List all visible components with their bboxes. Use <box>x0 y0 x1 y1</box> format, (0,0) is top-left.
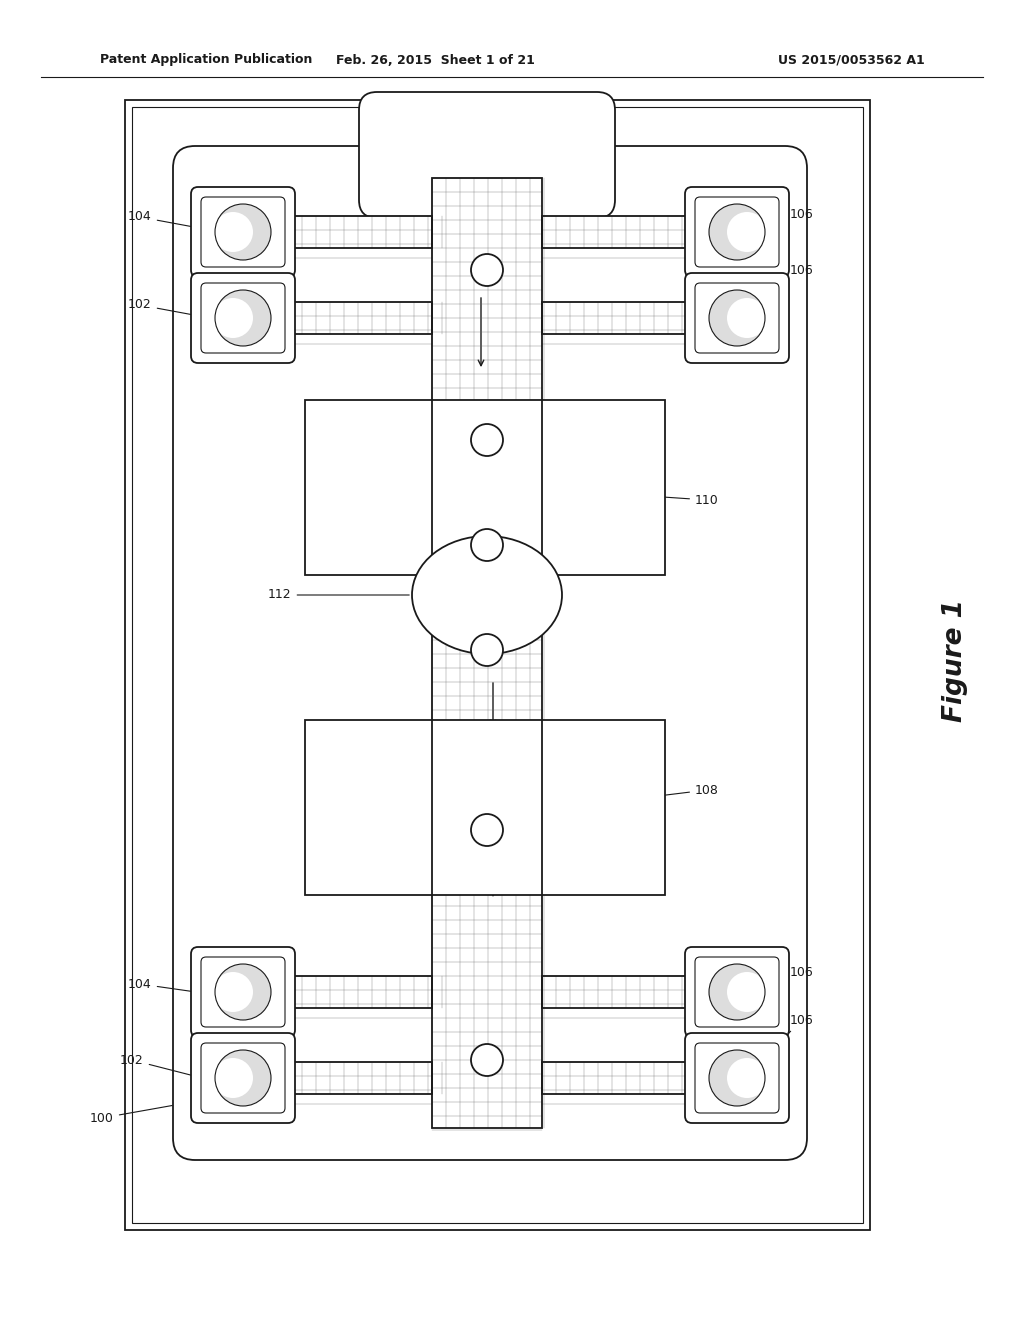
Text: Patent Application Publication: Patent Application Publication <box>100 54 312 66</box>
FancyBboxPatch shape <box>201 1043 285 1113</box>
Ellipse shape <box>727 1059 767 1098</box>
Ellipse shape <box>213 972 253 1012</box>
Ellipse shape <box>412 536 562 653</box>
FancyBboxPatch shape <box>359 92 615 218</box>
Ellipse shape <box>213 298 253 338</box>
Text: US 2015/0053562 A1: US 2015/0053562 A1 <box>778 54 925 66</box>
Bar <box>542 216 692 248</box>
Ellipse shape <box>215 964 271 1020</box>
Bar <box>542 1063 692 1094</box>
Bar <box>305 719 665 895</box>
Ellipse shape <box>215 290 271 346</box>
Text: 106: 106 <box>744 1014 814 1078</box>
Ellipse shape <box>727 298 767 338</box>
FancyBboxPatch shape <box>695 282 779 352</box>
FancyBboxPatch shape <box>201 282 285 352</box>
Ellipse shape <box>215 1049 271 1106</box>
Ellipse shape <box>213 213 253 252</box>
Text: 112: 112 <box>268 589 410 602</box>
FancyBboxPatch shape <box>695 1043 779 1113</box>
Bar <box>288 216 432 248</box>
Text: 102: 102 <box>128 298 207 318</box>
FancyBboxPatch shape <box>191 273 295 363</box>
Ellipse shape <box>709 1049 765 1106</box>
Bar <box>432 178 542 1129</box>
Bar <box>288 975 432 1008</box>
Bar <box>542 302 692 334</box>
FancyBboxPatch shape <box>201 197 285 267</box>
Circle shape <box>471 1044 503 1076</box>
Bar <box>288 302 432 334</box>
FancyBboxPatch shape <box>201 957 285 1027</box>
Ellipse shape <box>727 972 767 1012</box>
Bar <box>288 216 432 248</box>
Bar <box>542 216 692 248</box>
Bar <box>542 975 692 1008</box>
Ellipse shape <box>215 205 271 260</box>
Text: 104: 104 <box>128 978 207 994</box>
Ellipse shape <box>709 205 765 260</box>
FancyBboxPatch shape <box>173 147 807 1160</box>
Bar <box>125 100 870 1230</box>
Ellipse shape <box>213 1059 253 1098</box>
Circle shape <box>471 424 503 455</box>
FancyBboxPatch shape <box>685 946 790 1038</box>
Bar <box>305 400 665 576</box>
Bar <box>542 302 692 334</box>
Ellipse shape <box>709 290 765 346</box>
Bar <box>288 1063 432 1094</box>
Circle shape <box>471 634 503 667</box>
Text: 106: 106 <box>744 965 814 993</box>
Bar <box>132 107 863 1224</box>
Ellipse shape <box>709 964 765 1020</box>
Text: 110: 110 <box>563 490 719 507</box>
Bar <box>379 170 595 210</box>
FancyBboxPatch shape <box>695 197 779 267</box>
Text: 104: 104 <box>128 210 207 230</box>
FancyBboxPatch shape <box>695 957 779 1027</box>
FancyBboxPatch shape <box>191 1034 295 1123</box>
Circle shape <box>471 814 503 846</box>
Text: 102: 102 <box>120 1053 207 1080</box>
FancyBboxPatch shape <box>191 946 295 1038</box>
Text: 100: 100 <box>90 1105 172 1125</box>
FancyBboxPatch shape <box>191 187 295 277</box>
Text: 106: 106 <box>744 209 814 231</box>
Bar <box>542 1063 692 1094</box>
Text: 108: 108 <box>563 784 719 808</box>
FancyBboxPatch shape <box>685 1034 790 1123</box>
Text: Figure 1: Figure 1 <box>942 598 968 722</box>
FancyBboxPatch shape <box>685 273 790 363</box>
Bar <box>288 1063 432 1094</box>
Circle shape <box>471 253 503 286</box>
Text: Feb. 26, 2015  Sheet 1 of 21: Feb. 26, 2015 Sheet 1 of 21 <box>336 54 535 66</box>
Ellipse shape <box>727 213 767 252</box>
Bar <box>432 178 542 1129</box>
Bar <box>288 975 432 1008</box>
Text: 106: 106 <box>744 264 814 317</box>
Circle shape <box>471 529 503 561</box>
Bar <box>288 302 432 334</box>
Bar <box>542 975 692 1008</box>
FancyBboxPatch shape <box>685 187 790 277</box>
